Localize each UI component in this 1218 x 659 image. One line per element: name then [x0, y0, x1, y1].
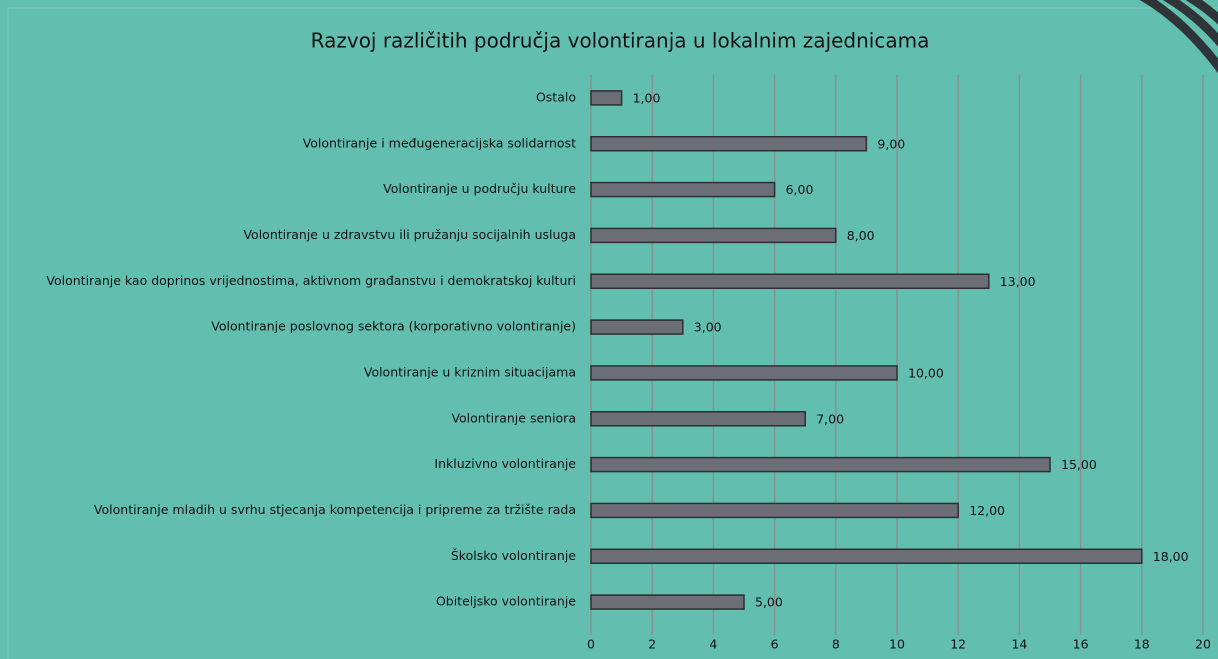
bar	[590, 365, 898, 381]
x-tick-label: 12	[950, 637, 966, 652]
x-tick-label: 10	[889, 637, 905, 652]
bar	[590, 181, 776, 198]
data-label: 3,00	[694, 320, 722, 335]
data-label: 5,00	[755, 595, 783, 610]
bar	[590, 90, 623, 106]
bar	[590, 136, 868, 152]
x-tick-label: 4	[709, 637, 717, 652]
data-label: 9,00	[877, 136, 905, 151]
y-tick-label: Volontiranje u kriznim situacijama	[364, 364, 576, 379]
bar	[590, 502, 959, 519]
decoration	[1139, 0, 1218, 74]
y-tick-label: Inkluzivno volontiranje	[434, 456, 576, 471]
x-tick-label: 14	[1011, 637, 1027, 652]
y-tick-label: Volontiranje mladih u svrhu stjecanja ko…	[94, 502, 576, 517]
data-label: 12,00	[969, 503, 1005, 518]
y-tick-label: Školsko volontiranje	[451, 548, 576, 563]
y-tick-label: Ostalo	[536, 89, 576, 104]
bar	[590, 227, 837, 244]
chart-title: Razvoj različitih područja volontiranja …	[311, 29, 930, 53]
y-tick-label: Obiteljsko volontiranje	[436, 594, 576, 609]
y-tick-label: Volontiranje seniora	[451, 410, 576, 425]
y-tick-label: Volontiranje u zdravstvu ili pružanju so…	[243, 227, 576, 242]
x-tick-label: 0	[587, 637, 595, 652]
bar	[590, 594, 745, 610]
bar	[590, 319, 684, 335]
data-label: 10,00	[908, 365, 944, 380]
bar	[590, 548, 1143, 564]
data-label: 18,00	[1153, 549, 1189, 564]
data-label: 1,00	[633, 90, 661, 105]
x-tick-label: 2	[648, 637, 656, 652]
bar	[590, 456, 1051, 473]
bar	[590, 273, 990, 289]
y-tick-label: Volontiranje kao doprinos vrijednostima,…	[46, 273, 576, 288]
chart-border	[7, 7, 1218, 659]
data-label: 15,00	[1061, 457, 1097, 472]
y-tick-label: Volontiranje poslovnog sektora (korporat…	[211, 319, 576, 334]
x-tick-label: 8	[832, 637, 840, 652]
bar	[590, 411, 806, 427]
x-tick-label: 6	[771, 637, 779, 652]
y-tick-label: Volontiranje i međugeneracijska solidarn…	[303, 135, 576, 150]
x-tick-label: 18	[1134, 637, 1150, 652]
x-tick-label: 20	[1195, 637, 1211, 652]
x-tick-label: 16	[1073, 637, 1089, 652]
data-label: 13,00	[1000, 274, 1036, 289]
data-label: 7,00	[816, 411, 844, 426]
data-label: 8,00	[847, 228, 875, 243]
y-tick-label: Volontiranje u području kulture	[383, 181, 576, 196]
data-label: 6,00	[786, 182, 814, 197]
